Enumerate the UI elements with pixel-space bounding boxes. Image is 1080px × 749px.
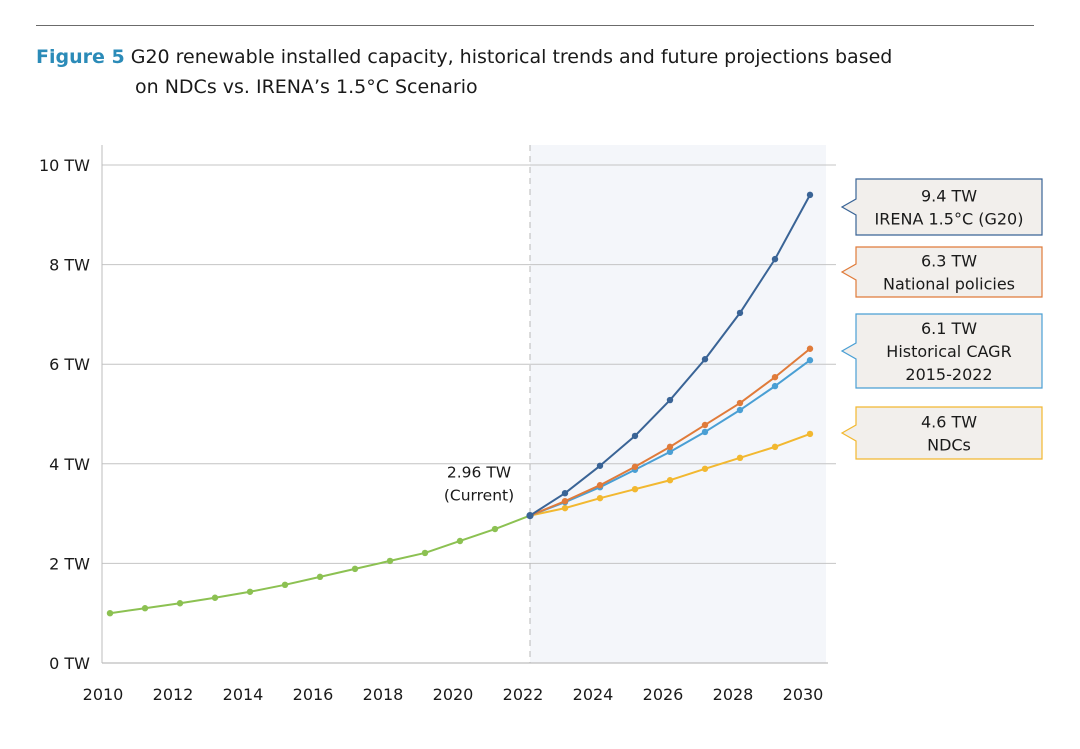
title-line-2: on NDCs vs. IRENA’s 1.5°C Scenario: [135, 76, 478, 98]
data-point: [701, 421, 709, 429]
data-point: [561, 497, 569, 505]
data-point: [456, 537, 464, 545]
data-point-current: [526, 511, 534, 520]
y-tick-labels: 0 TW 2 TW 4 TW 6 TW 8 TW 10 TW: [39, 156, 90, 673]
callout-frame: [840, 178, 1043, 236]
callout-box: 6.1 TW Historical CAGR 2015-2022: [840, 313, 1043, 389]
x-tick-label: 2030: [783, 685, 824, 704]
data-point: [316, 573, 324, 581]
x-tick-label: 2010: [83, 685, 124, 704]
header-rule: [36, 25, 1034, 26]
data-point: [631, 463, 639, 470]
data-point: [596, 462, 604, 469]
data-point: [631, 485, 639, 493]
y-tick-label: 2 TW: [49, 554, 90, 573]
callout-box: 4.6 TW NDCs: [840, 406, 1043, 460]
data-point: [666, 477, 674, 484]
data-point: [736, 454, 744, 462]
data-point: [666, 396, 674, 404]
callout-label: NDCs: [927, 436, 971, 455]
callout-frame: [840, 246, 1043, 298]
data-point: [176, 600, 184, 607]
y-tick-label: 8 TW: [49, 256, 90, 275]
y-tick-label: 4 TW: [49, 455, 90, 474]
series-lines: [106, 191, 814, 617]
data-point: [561, 504, 569, 512]
series-callouts: 9.4 TW IRENA 1.5°C (G20) 6.3 TW National po…: [840, 178, 1043, 460]
data-point: [141, 605, 149, 612]
title-line-1: G20 renewable installed capacity, histor…: [130, 46, 893, 68]
x-tick-label: 2016: [293, 685, 334, 704]
data-point: [806, 430, 814, 438]
annotations: 2.96 TW (Current): [444, 464, 514, 505]
x-tick-label: 2018: [363, 685, 404, 704]
data-point: [701, 465, 709, 472]
data-point: [701, 428, 709, 436]
x-tick-label: 2026: [643, 685, 684, 704]
y-tick-label: 6 TW: [49, 355, 90, 374]
data-point: [701, 356, 709, 363]
data-point: [386, 557, 394, 565]
callout-label: IRENA 1.5°C (G20): [875, 210, 1024, 229]
projection-shaded-region: [530, 145, 826, 663]
x-tick-label: 2020: [433, 685, 474, 704]
callout-frame: [840, 406, 1043, 460]
series-irena-1-5-c-g20-: [526, 191, 814, 519]
x-tick-labels: 2010 2012 2014 2016 2018 2020 2022 2024 2026 2028…: [83, 685, 824, 704]
callout-frame: [840, 313, 1043, 389]
figure-title: Figure 5 G20 renewable installed capacity…: [36, 42, 1046, 102]
data-point: [491, 525, 499, 533]
data-point: [596, 482, 604, 489]
callout-value: 4.6 TW: [921, 413, 977, 432]
y-tick-label: 0 TW: [49, 654, 90, 673]
data-point: [351, 565, 359, 573]
data-point: [666, 448, 674, 456]
data-point: [736, 406, 744, 414]
series-line: [109, 514, 531, 615]
data-point: [106, 610, 114, 617]
current-value-label: 2.96 TW: [447, 464, 511, 482]
data-point: [421, 549, 429, 557]
x-tick-label: 2014: [223, 685, 264, 704]
callout-label: Historical CAGR: [886, 342, 1011, 361]
data-point: [806, 191, 814, 199]
data-point: [806, 345, 814, 352]
data-point: [736, 399, 744, 407]
data-point: [281, 581, 289, 589]
x-tick-label: 2028: [713, 685, 754, 704]
data-point: [771, 443, 779, 451]
data-point: [596, 494, 604, 502]
data-point: [666, 443, 674, 451]
callout-box: 9.4 TW IRENA 1.5°C (G20): [840, 178, 1043, 236]
callout-value: 9.4 TW: [921, 187, 977, 206]
gridlines: [102, 164, 836, 564]
figure-label: Figure 5: [36, 46, 125, 68]
x-tick-label: 2022: [503, 685, 544, 704]
data-point: [561, 489, 569, 497]
callout-value: 6.1 TW: [921, 319, 977, 338]
data-point: [736, 309, 744, 317]
callout-label: National policies: [883, 275, 1015, 294]
x-tick-label: 2012: [153, 685, 194, 704]
current-label: (Current): [444, 487, 514, 505]
data-point: [771, 255, 779, 263]
data-point: [806, 357, 814, 364]
data-point: [631, 432, 639, 440]
data-point: [771, 382, 779, 390]
data-point: [211, 594, 219, 601]
callout-value: 6.3 TW: [921, 252, 977, 271]
y-tick-label: 10 TW: [39, 156, 90, 175]
series-historical: [106, 512, 534, 617]
callout-box: 6.3 TW National policies: [840, 246, 1043, 298]
x-tick-label: 2024: [573, 685, 614, 704]
data-point: [246, 588, 254, 595]
callout-label: 2015-2022: [905, 365, 992, 384]
data-point: [771, 373, 779, 381]
